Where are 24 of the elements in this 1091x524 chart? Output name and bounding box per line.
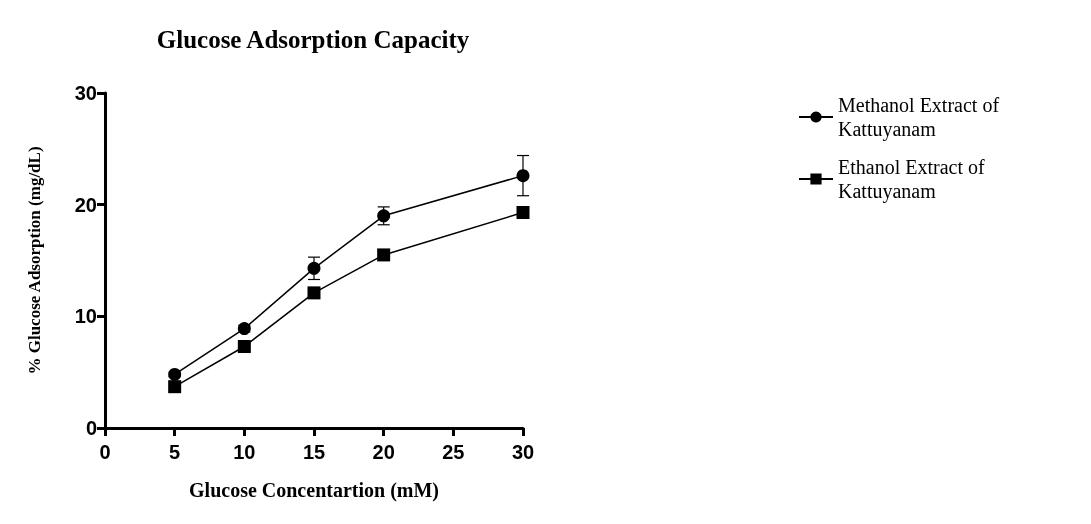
x-tick-label: 15	[302, 441, 326, 463]
legend-label: Ethanol Extract of Kattuyanam	[838, 156, 990, 203]
x-tick-label: 25	[442, 441, 465, 463]
point	[168, 380, 182, 394]
point	[307, 261, 321, 275]
y-axis-title: % Glucose Adsorption (mg/dL)	[25, 146, 44, 375]
y-tick-label: 10	[74, 305, 97, 328]
point	[516, 169, 530, 183]
x-tick-label: 20	[372, 441, 395, 463]
point	[168, 367, 182, 381]
y-tick-label: 20	[74, 193, 97, 216]
x-tick-label: 10	[233, 441, 256, 463]
x-tick-label: 0	[99, 441, 111, 463]
point	[307, 286, 321, 300]
chart-title: Glucose Adsorption Capacity	[156, 26, 470, 53]
x-tick-label: 30	[511, 441, 535, 463]
point	[516, 205, 530, 219]
legend-label: Methanol Extract of Kattuyanam	[838, 94, 1005, 141]
x-axis-title: Glucose Concentartion (mM)	[189, 479, 439, 502]
point	[237, 339, 251, 353]
point	[377, 248, 391, 262]
y-tick-label: 30	[74, 82, 97, 104]
x-tick-label: 5	[169, 441, 181, 463]
y-tick-label: 0	[85, 417, 97, 439]
